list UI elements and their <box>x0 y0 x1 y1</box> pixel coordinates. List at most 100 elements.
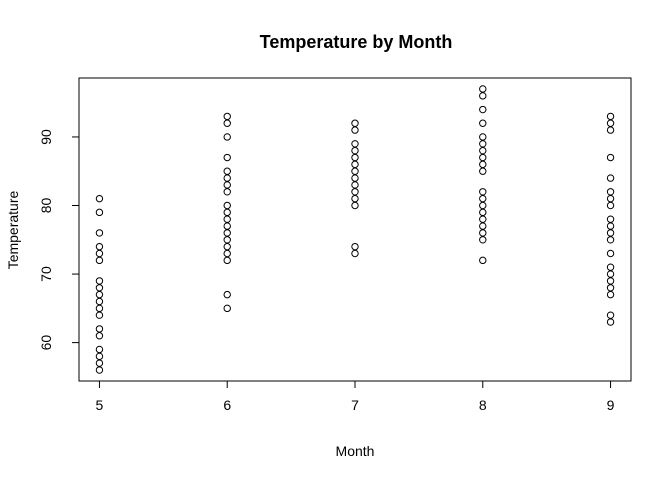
data-point <box>606 236 615 244</box>
data-point <box>95 297 104 306</box>
data-point <box>351 181 359 189</box>
data-point <box>95 366 104 374</box>
data-point <box>95 304 104 313</box>
data-point <box>223 133 231 141</box>
data-point <box>606 174 615 182</box>
data-point <box>479 92 487 100</box>
data-point <box>351 140 359 148</box>
data-point <box>223 290 231 299</box>
x-axis: 5 6 7 8 9 <box>96 380 615 413</box>
x-tick-label: 9 <box>607 397 615 413</box>
data-point <box>606 201 615 210</box>
data-point <box>479 222 487 230</box>
data-point <box>223 181 231 189</box>
data-point <box>351 242 359 251</box>
data-points <box>95 85 615 374</box>
data-point <box>223 222 231 230</box>
data-point <box>606 270 615 278</box>
data-point <box>223 188 231 196</box>
data-point <box>223 119 231 127</box>
data-point <box>95 332 104 340</box>
data-point <box>606 277 615 285</box>
data-point <box>351 119 359 127</box>
data-point <box>479 153 487 162</box>
data-point <box>479 140 487 148</box>
data-point <box>351 188 359 196</box>
data-point <box>606 229 615 237</box>
x-axis-label: Month <box>336 443 375 459</box>
x-tick-label: 8 <box>479 397 487 413</box>
data-point <box>479 236 487 244</box>
data-point <box>351 160 359 169</box>
y-axis-label: Temperature <box>5 190 21 269</box>
data-point <box>606 126 615 134</box>
data-point <box>351 167 359 175</box>
data-point <box>606 318 615 326</box>
data-point <box>606 284 615 292</box>
data-point <box>606 311 615 319</box>
y-tick-label: 90 <box>38 129 54 145</box>
data-point <box>223 229 231 237</box>
data-point <box>351 194 359 203</box>
data-point <box>606 194 615 203</box>
data-point <box>223 242 231 251</box>
data-point <box>351 146 359 155</box>
data-point <box>95 256 104 265</box>
data-point <box>479 215 487 223</box>
data-point <box>223 174 231 182</box>
data-point <box>479 160 487 169</box>
data-point <box>95 345 104 354</box>
data-point <box>479 194 487 203</box>
data-point <box>606 222 615 230</box>
data-point <box>479 229 487 237</box>
data-point <box>223 153 231 162</box>
plot-area-frame <box>78 77 632 382</box>
data-point <box>223 201 231 210</box>
data-point <box>223 304 231 313</box>
data-point <box>606 249 615 258</box>
data-point <box>351 153 359 162</box>
data-point <box>95 229 104 237</box>
data-point <box>95 359 104 367</box>
y-tick-label: 60 <box>38 335 54 351</box>
data-point <box>479 85 487 93</box>
data-point <box>606 188 615 196</box>
data-point <box>95 277 104 285</box>
data-point <box>95 208 104 217</box>
data-point <box>606 112 615 121</box>
data-point <box>223 236 231 244</box>
data-point <box>479 188 487 196</box>
data-point <box>95 352 104 361</box>
chart-title: Temperature by Month <box>260 32 453 52</box>
data-point <box>479 146 487 155</box>
data-point <box>223 256 231 265</box>
data-point <box>351 249 359 258</box>
y-axis: 60 70 80 90 <box>38 129 80 351</box>
data-point <box>479 119 487 127</box>
y-tick-label: 80 <box>38 198 54 214</box>
data-point <box>606 153 615 162</box>
data-point <box>223 112 231 121</box>
data-point <box>479 208 487 217</box>
data-point <box>95 284 104 292</box>
data-point <box>351 174 359 182</box>
y-tick-label: 70 <box>38 266 54 282</box>
data-point <box>351 201 359 210</box>
data-point <box>95 290 104 299</box>
data-point <box>479 167 487 175</box>
data-point <box>479 201 487 210</box>
x-tick-label: 5 <box>96 397 104 413</box>
data-point <box>95 311 104 319</box>
data-point <box>606 290 615 299</box>
data-point <box>479 133 487 141</box>
data-point <box>223 215 231 223</box>
data-point <box>95 242 104 251</box>
data-point <box>479 256 487 265</box>
data-point <box>606 263 615 271</box>
x-tick-label: 7 <box>351 397 359 413</box>
data-point <box>223 249 231 258</box>
data-point <box>606 119 615 127</box>
data-point <box>606 215 615 223</box>
data-point <box>95 325 104 333</box>
